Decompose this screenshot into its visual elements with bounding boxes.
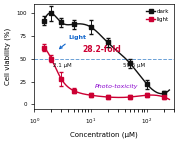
Text: 28.2-fold: 28.2-fold xyxy=(82,45,121,54)
Text: Photo-toxicity: Photo-toxicity xyxy=(95,84,139,89)
Text: Light: Light xyxy=(60,35,86,49)
Y-axis label: Cell viability (%): Cell viability (%) xyxy=(4,28,11,85)
Legend: dark, light: dark, light xyxy=(144,7,171,24)
Text: 2.1 μM: 2.1 μM xyxy=(53,63,71,68)
Text: 59.6 μM: 59.6 μM xyxy=(123,63,145,68)
X-axis label: Concentration (μM): Concentration (μM) xyxy=(70,131,138,138)
